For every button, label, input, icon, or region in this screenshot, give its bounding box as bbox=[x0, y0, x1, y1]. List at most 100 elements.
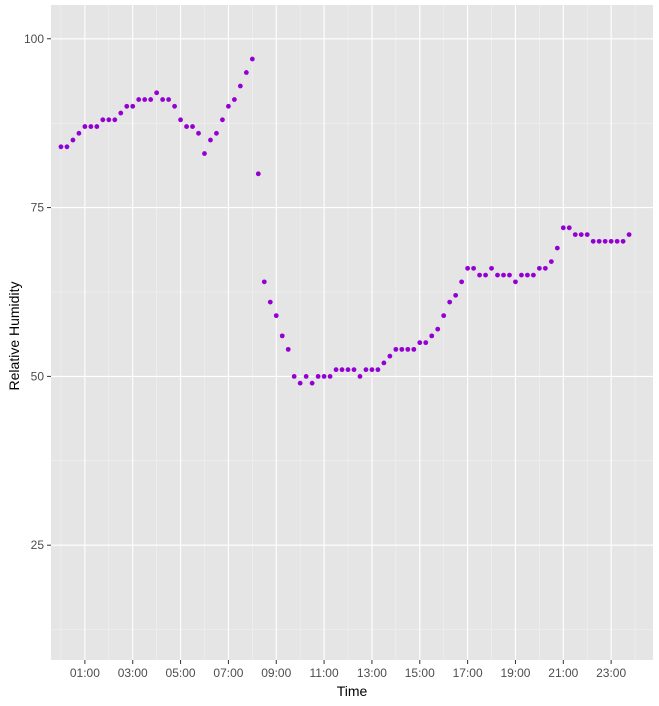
data-point bbox=[142, 97, 148, 102]
data-point bbox=[327, 373, 333, 379]
data-point bbox=[333, 367, 339, 373]
data-point bbox=[226, 103, 231, 109]
data-point bbox=[423, 340, 429, 346]
data-point bbox=[387, 353, 393, 359]
data-point bbox=[626, 232, 632, 237]
data-point bbox=[309, 380, 315, 386]
data-point bbox=[291, 373, 297, 379]
data-point bbox=[596, 238, 602, 244]
data-point bbox=[118, 110, 124, 116]
x-axis: 01:00 03:00 05:00 07:00 09:00 11:00 13:00 15:00… bbox=[70, 660, 626, 680]
data-point bbox=[393, 346, 399, 352]
data-point bbox=[501, 272, 506, 278]
data-point bbox=[620, 238, 626, 244]
data-point bbox=[64, 144, 70, 150]
data-point bbox=[560, 225, 566, 231]
data-point bbox=[578, 232, 584, 237]
y-axis: 25 50 75 100 bbox=[24, 32, 51, 552]
data-point bbox=[459, 279, 465, 285]
data-point bbox=[178, 117, 183, 123]
data-point bbox=[399, 346, 405, 352]
data-point bbox=[315, 373, 321, 379]
x-axis-title: Time bbox=[337, 683, 368, 699]
data-point bbox=[124, 103, 130, 109]
data-point bbox=[339, 367, 345, 373]
x-tick-label: 17:00 bbox=[453, 666, 483, 680]
data-point bbox=[417, 340, 423, 346]
data-point bbox=[261, 279, 267, 285]
x-tick-label: 07:00 bbox=[213, 666, 243, 680]
data-point bbox=[88, 124, 94, 129]
data-point bbox=[483, 272, 488, 278]
data-point bbox=[566, 225, 572, 231]
data-point bbox=[220, 117, 225, 123]
data-point bbox=[202, 151, 207, 156]
data-point bbox=[273, 313, 279, 319]
data-point bbox=[255, 171, 261, 177]
data-point bbox=[112, 117, 118, 123]
data-point bbox=[82, 124, 88, 129]
data-points bbox=[58, 56, 632, 386]
data-point bbox=[231, 97, 237, 102]
data-point bbox=[507, 272, 512, 278]
data-point bbox=[572, 232, 578, 237]
data-point bbox=[477, 272, 482, 278]
y-axis-title: Relative Humidity bbox=[6, 282, 22, 391]
x-tick-label: 19:00 bbox=[500, 666, 530, 680]
data-point bbox=[381, 360, 387, 366]
data-point bbox=[405, 346, 411, 352]
y-tick-label: 100 bbox=[24, 32, 44, 46]
data-point bbox=[243, 70, 249, 75]
data-point bbox=[279, 333, 285, 339]
data-point bbox=[106, 117, 112, 123]
data-point bbox=[100, 117, 106, 123]
data-point bbox=[602, 238, 608, 244]
x-tick-label: 11:00 bbox=[310, 666, 339, 680]
data-point bbox=[130, 103, 136, 109]
data-point bbox=[249, 56, 255, 62]
x-tick-label: 03:00 bbox=[118, 666, 148, 680]
major-gridlines bbox=[51, 5, 653, 660]
data-point bbox=[303, 373, 309, 379]
data-point bbox=[495, 272, 500, 278]
data-point bbox=[584, 232, 590, 237]
data-point bbox=[435, 326, 441, 332]
data-point bbox=[441, 313, 447, 319]
data-point bbox=[76, 130, 82, 136]
x-tick-label: 13:00 bbox=[357, 666, 387, 680]
minor-gridlines bbox=[51, 5, 653, 660]
data-point bbox=[285, 346, 291, 352]
data-point bbox=[548, 259, 554, 264]
data-point bbox=[345, 367, 351, 373]
data-point bbox=[519, 272, 524, 278]
data-point bbox=[542, 265, 548, 271]
data-point bbox=[190, 124, 195, 129]
data-point bbox=[160, 97, 166, 102]
data-point bbox=[489, 265, 494, 271]
data-point bbox=[513, 279, 518, 285]
y-tick-label: 25 bbox=[31, 538, 45, 552]
x-tick-label: 23:00 bbox=[596, 666, 626, 680]
data-point bbox=[58, 144, 64, 150]
y-tick-label: 75 bbox=[31, 201, 45, 215]
data-point bbox=[429, 333, 435, 339]
data-point bbox=[154, 90, 160, 96]
x-tick-label: 21:00 bbox=[548, 666, 578, 680]
data-point bbox=[351, 367, 357, 373]
x-tick-label: 15:00 bbox=[405, 666, 435, 680]
data-point bbox=[369, 367, 375, 373]
data-point bbox=[214, 130, 219, 136]
data-point bbox=[411, 346, 417, 352]
data-point bbox=[94, 124, 100, 129]
y-tick-label: 50 bbox=[31, 369, 45, 383]
data-point bbox=[148, 97, 154, 102]
data-point bbox=[447, 299, 453, 305]
data-point bbox=[590, 238, 596, 244]
data-point bbox=[363, 367, 369, 373]
data-point bbox=[196, 130, 201, 136]
data-point bbox=[608, 238, 614, 244]
x-tick-label: 05:00 bbox=[166, 666, 196, 680]
data-point bbox=[465, 265, 471, 271]
data-point bbox=[525, 272, 530, 278]
data-point bbox=[530, 272, 536, 278]
